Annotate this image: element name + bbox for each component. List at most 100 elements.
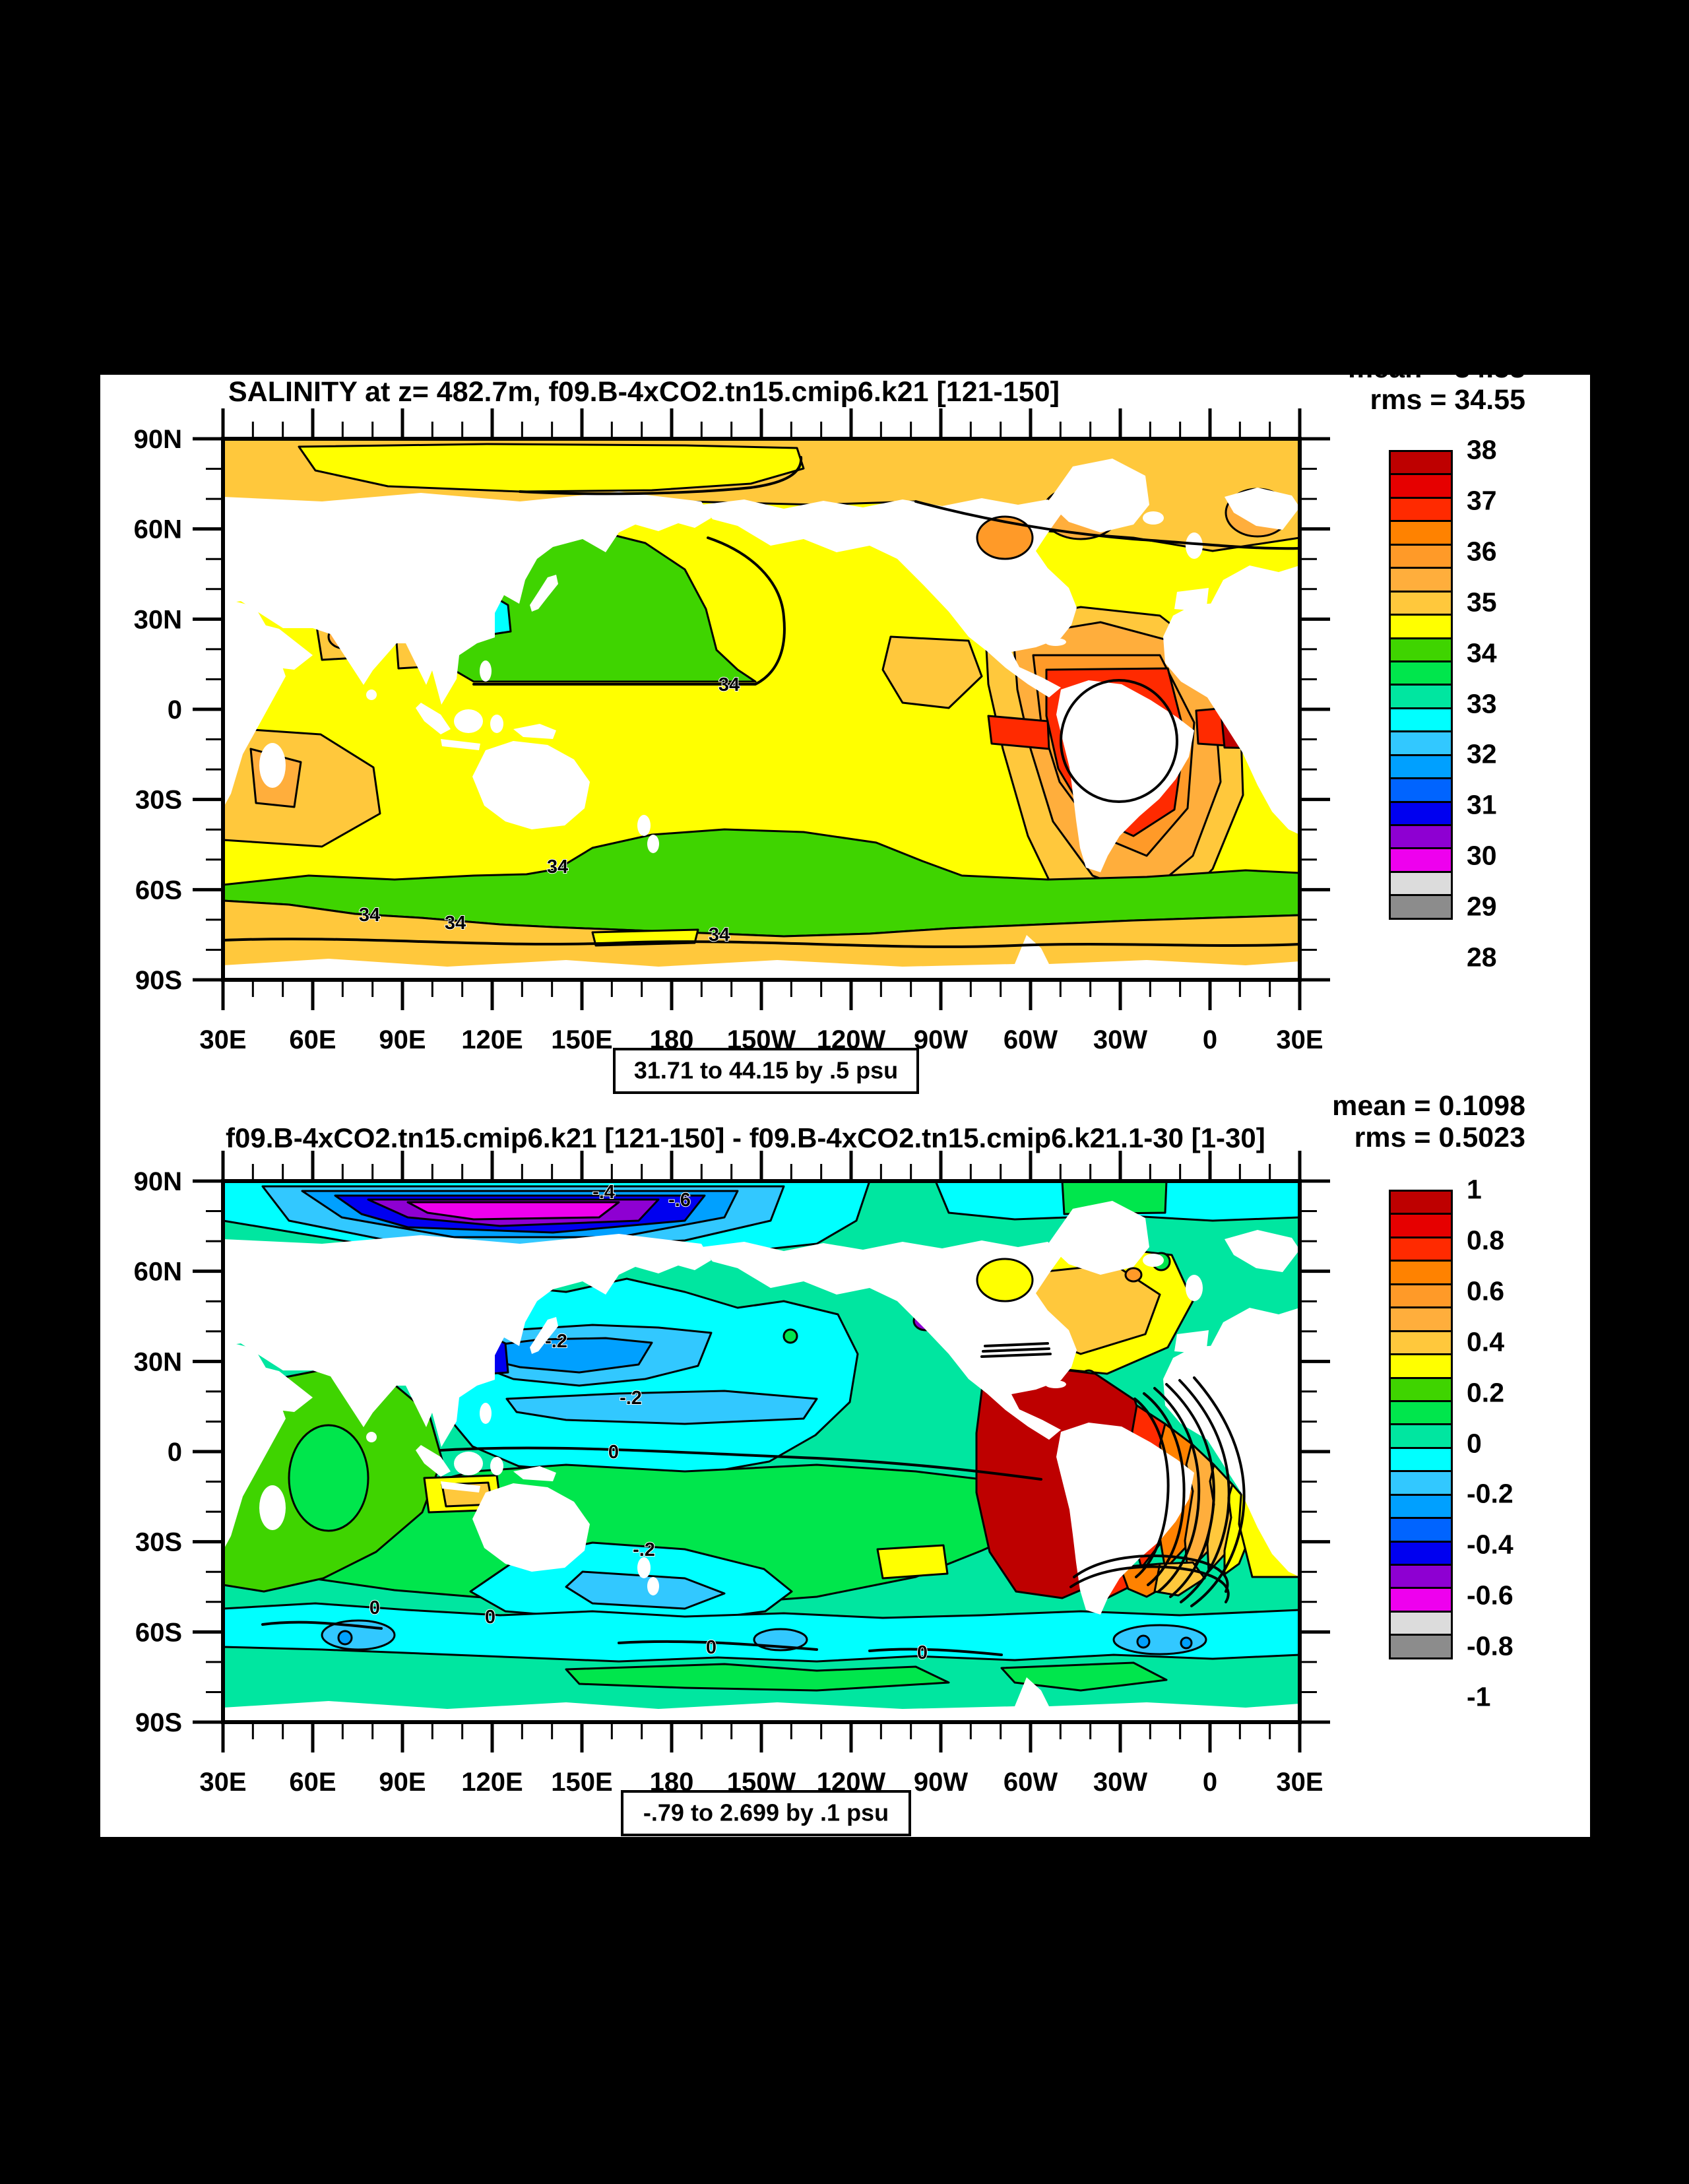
top-contour-label-layer: 34 34 34 34 34	[358, 674, 740, 946]
colorbar-cell	[1389, 730, 1453, 756]
colorbar-cell	[1389, 1446, 1453, 1473]
subpolar-orange-dot	[1124, 1267, 1143, 1283]
contour-value-label: -.6	[668, 1190, 691, 1211]
colorbar-cell	[1389, 824, 1453, 850]
colorbar-cell	[1389, 754, 1453, 780]
lat-tick-label: 60N	[134, 515, 182, 544]
lon-tick-label: 30E	[1276, 1768, 1323, 1797]
caribbean-red	[987, 715, 1050, 750]
top-contour-lines	[222, 456, 1301, 948]
lat-tick-label: 60S	[135, 876, 182, 905]
colorbar-cell	[1389, 496, 1453, 523]
sindian-sky-core	[565, 1570, 726, 1610]
lon-tick-label: 30E	[199, 1768, 246, 1797]
colorbar-tick-label: 0.4	[1467, 1326, 1504, 1357]
contour-value-label: 34	[709, 924, 730, 946]
top-plot-title: SALINITY at z= 482.7m, f09.B-4xCO2.tn15.…	[228, 376, 1060, 408]
colorbar-tick-label: -1	[1467, 1681, 1491, 1712]
hudson-bay-fill	[976, 1258, 1034, 1302]
colorbar-cell	[1389, 1399, 1453, 1426]
west-indian-green2	[288, 1424, 369, 1532]
lat-tick-label: 90N	[134, 425, 182, 454]
lat-tick-label: 30S	[135, 1528, 182, 1557]
bottom-map: -.4 -.6-.2-.2-.200 00 0 30E 60E 90E 120E 150E 18…	[134, 1151, 1330, 1836]
colorbar-cell	[1389, 800, 1453, 826]
colorbar-cell	[1389, 614, 1453, 639]
contour-value-label: 0	[706, 1637, 717, 1658]
lat-tick-label: 90S	[135, 966, 182, 995]
lon-tick-label: 90E	[379, 1025, 426, 1054]
contour-value-label: 34	[547, 856, 568, 878]
colorbar-cell	[1389, 450, 1453, 476]
top-caption-text: 31.71 to 44.15 by .5 psu	[634, 1057, 898, 1084]
colorbar-tick-label: 0	[1467, 1428, 1482, 1458]
lat-tick-label: 60S	[135, 1618, 182, 1647]
colorbar-tick-label: 32	[1467, 738, 1497, 769]
colorbar-tick-label: -0.8	[1467, 1630, 1514, 1661]
colorbar-cell	[1389, 1470, 1453, 1496]
colorbar-cell	[1389, 870, 1453, 897]
colorbar-cell	[1389, 1236, 1453, 1262]
colorbar-cell	[1389, 1564, 1453, 1590]
lon-tick-label: 150E	[551, 1768, 612, 1797]
bottom-contour-label-layer: -.4 -.6 -.2 -.2 -.2 0 0 0 0 0	[369, 1181, 928, 1664]
colorbar-tick-label: 31	[1467, 789, 1497, 820]
contour-value-label: 0	[917, 1642, 928, 1663]
colorbar-cell	[1389, 1190, 1453, 1215]
lon-tick-label: 120E	[461, 1768, 523, 1797]
bottom-caption-box: -.79 to 2.699 by .1 psu	[621, 1790, 911, 1836]
colorbar-cell	[1389, 1213, 1453, 1238]
colorbar-tick-label: 0.2	[1467, 1377, 1504, 1408]
bottom-colorbar	[1389, 1190, 1453, 1659]
contour-value-label: 0	[608, 1442, 619, 1463]
colorbar-tick-label: 28	[1467, 942, 1497, 973]
socean-blue2	[1136, 1634, 1151, 1649]
contour-value-label: 34	[718, 674, 740, 695]
east-pacific-gold	[881, 635, 983, 709]
lon-tick-label: 90E	[379, 1768, 426, 1797]
bottom-contour-lines	[261, 1342, 1246, 1656]
arctic-yellow-lens	[298, 443, 805, 493]
colorbar-cell	[1389, 1493, 1453, 1520]
lat-tick-label: 90N	[134, 1167, 182, 1196]
colorbar-tick-label: 1	[1467, 1174, 1482, 1205]
colorbar-cell	[1389, 1283, 1453, 1309]
bottom-plot-title: f09.B-4xCO2.tn15.cmip6.k21 [121-150] - f…	[226, 1122, 1265, 1153]
lat-tick-label: 30N	[134, 1347, 182, 1376]
colorbar-tick-label: 38	[1467, 434, 1497, 465]
lon-tick-label: 0	[1203, 1768, 1217, 1797]
tropical-atl-yellow	[876, 1544, 949, 1580]
bottom-rms-text: rms = 0.5023	[1354, 1122, 1525, 1153]
colorbar-cell	[1389, 1540, 1453, 1566]
lon-tick-label: 90W	[914, 1025, 968, 1054]
colorbar-tick-label: -0.6	[1467, 1580, 1514, 1611]
lat-tick-label: 0	[168, 1438, 182, 1467]
colorbar-cell	[1389, 1376, 1453, 1402]
colorbar-tick-label: -0.4	[1467, 1529, 1514, 1560]
colorbar-cell	[1389, 1260, 1453, 1285]
colorbar-cell	[1389, 1306, 1453, 1332]
contour-value-label: 0	[369, 1597, 380, 1619]
colorbar-tick-label: 34	[1467, 637, 1497, 668]
colorbar-tick-label: 37	[1467, 485, 1497, 516]
colorbar-tick-label: 30	[1467, 840, 1497, 871]
colorbar-cell	[1389, 660, 1453, 686]
contour-value-label: -.2	[545, 1331, 567, 1352]
top-colorbar	[1389, 450, 1453, 920]
hudson-bay-fill	[976, 515, 1034, 560]
socean-sky3	[1112, 1624, 1207, 1655]
socean-green2	[1000, 1661, 1168, 1692]
colorbar-tick-label: 29	[1467, 891, 1497, 922]
contour-value-label: -.4	[592, 1182, 615, 1203]
socean-green1	[565, 1663, 950, 1692]
lon-tick-label: 30E	[1276, 1025, 1323, 1054]
colorbar-cell	[1389, 1353, 1453, 1379]
lon-tick-label: 90W	[914, 1768, 968, 1797]
lon-tick-label: 60E	[289, 1768, 336, 1797]
contour-value-label: 34	[359, 905, 380, 926]
lon-tick-label: 30E	[199, 1025, 246, 1054]
colorbar-cell	[1389, 473, 1453, 499]
lon-tick-label: 60W	[1004, 1025, 1058, 1054]
colorbar-cell	[1389, 1517, 1453, 1543]
